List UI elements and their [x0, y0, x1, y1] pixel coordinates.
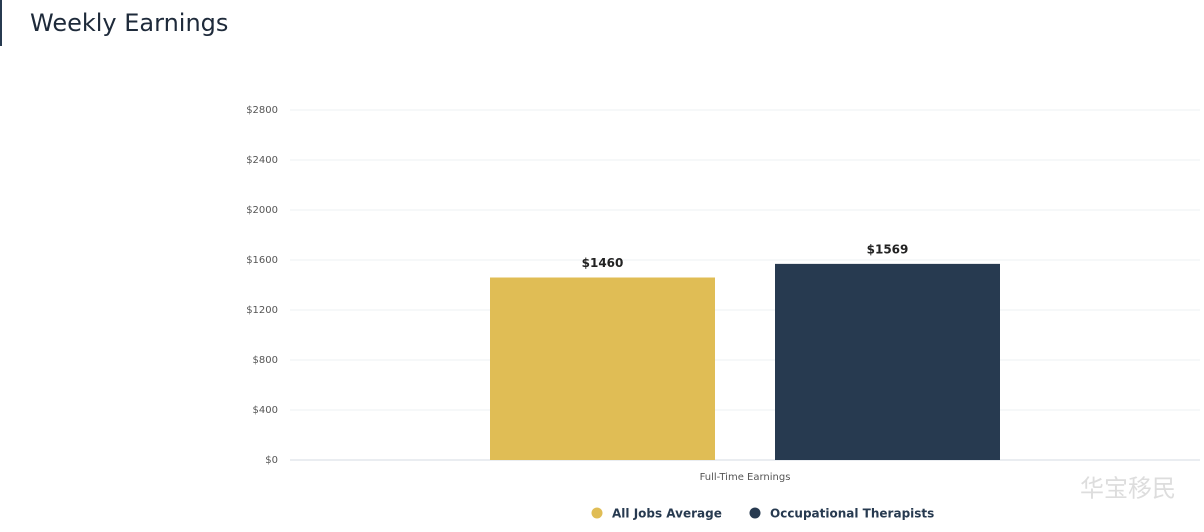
legend-label: All Jobs Average: [612, 507, 722, 521]
y-tick-label: $400: [253, 405, 278, 416]
bar: [490, 277, 715, 460]
y-tick-label: $2000: [246, 205, 278, 216]
title-accent: [0, 0, 2, 46]
y-tick-label: $1200: [246, 305, 278, 316]
chart-title: Weekly Earnings: [30, 9, 228, 37]
legend-label: Occupational Therapists: [770, 507, 934, 521]
data-label: $1569: [867, 242, 909, 256]
y-tick-label: $800: [253, 355, 278, 366]
legend-swatch: [591, 507, 603, 519]
y-tick-label: $1600: [246, 255, 278, 266]
y-tick-label: $2800: [246, 105, 278, 116]
data-label: $1460: [582, 256, 624, 270]
legend-swatch: [749, 507, 761, 519]
watermark: 华宝移民: [1080, 475, 1176, 503]
y-tick-label: $2400: [246, 155, 278, 166]
bar: [775, 263, 1000, 460]
x-tick-label: Full-Time Earnings: [700, 472, 791, 483]
y-tick-label: $0: [265, 455, 278, 466]
